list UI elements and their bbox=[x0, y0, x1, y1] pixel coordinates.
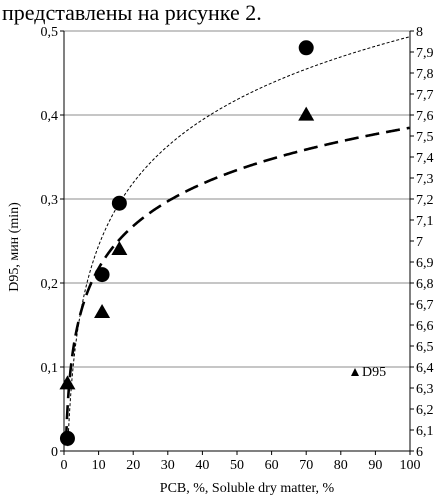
x-tick-label: 60 bbox=[265, 458, 279, 473]
left-tick-label: 0,3 bbox=[41, 193, 59, 208]
x-tick-label: 50 bbox=[230, 458, 244, 473]
y-axis-label: D95, мин (min) bbox=[7, 202, 22, 292]
triangle-point bbox=[59, 375, 76, 390]
left-tick-label: 0,1 bbox=[41, 361, 59, 376]
right-tick-label: 7 bbox=[416, 235, 423, 250]
right-axis-ticks: 6 6,1 6,2 6,3 6,4 6,5 6,6 6,7 6,8 6,9 7 7,1 7,2 7,3 7,… bbox=[410, 25, 434, 460]
legend-label: D95 bbox=[362, 365, 386, 380]
trendline-right-axis bbox=[67, 36, 410, 447]
triangle-point bbox=[94, 304, 111, 318]
right-tick-label: 6,1 bbox=[416, 424, 434, 439]
triangle-point bbox=[298, 106, 315, 121]
x-tick-label: 70 bbox=[299, 458, 313, 473]
x-tick-label: 100 bbox=[400, 458, 421, 473]
left-axis-ticks: 0 0,1 0,2 0,3 0,4 0,5 bbox=[41, 25, 64, 460]
x-tick-label: 30 bbox=[161, 458, 175, 473]
triangle-point bbox=[111, 241, 128, 255]
left-tick-label: 0 bbox=[51, 445, 58, 460]
right-tick-label: 6 bbox=[416, 445, 423, 460]
right-tick-label: 6,9 bbox=[416, 256, 434, 271]
x-tick-label: 80 bbox=[334, 458, 348, 473]
right-tick-label: 6,7 bbox=[416, 298, 434, 313]
right-tick-label: 7,3 bbox=[416, 172, 434, 187]
right-tick-label: 6,4 bbox=[416, 361, 434, 376]
right-tick-label: 7,2 bbox=[416, 193, 434, 208]
right-tick-label: 6,2 bbox=[416, 403, 434, 418]
grid-lines bbox=[64, 30, 410, 452]
circle-point bbox=[94, 267, 110, 283]
right-tick-label: 7,1 bbox=[416, 214, 434, 229]
x-tick-label: 20 bbox=[126, 458, 140, 473]
x-axis-ticks: 0 10 20 30 40 50 60 70 80 90 100 bbox=[61, 451, 421, 473]
right-tick-label: 7,8 bbox=[416, 67, 434, 82]
right-tick-label: 6,5 bbox=[416, 340, 434, 355]
left-tick-label: 0,5 bbox=[41, 25, 59, 40]
left-tick-label: 0,2 bbox=[41, 277, 59, 292]
right-tick-label: 8 bbox=[416, 25, 423, 40]
left-tick-label: 0,4 bbox=[41, 109, 59, 124]
circle-point bbox=[111, 195, 127, 211]
axes bbox=[63, 31, 411, 452]
right-tick-label: 6,3 bbox=[416, 382, 434, 397]
trendlines bbox=[64, 36, 410, 447]
data-points bbox=[59, 40, 315, 446]
right-tick-label: 7,4 bbox=[416, 151, 434, 166]
right-tick-label: 7,5 bbox=[416, 130, 434, 145]
x-tick-label: 90 bbox=[368, 458, 382, 473]
right-tick-label: 6,8 bbox=[416, 277, 434, 292]
right-tick-label: 6,6 bbox=[416, 319, 434, 334]
right-tick-label: 7,9 bbox=[416, 46, 434, 61]
x-tick-label: 0 bbox=[61, 458, 68, 473]
circle-point bbox=[298, 40, 314, 56]
circle-point bbox=[59, 430, 75, 446]
x-tick-label: 10 bbox=[92, 458, 106, 473]
right-tick-label: 7,7 bbox=[416, 88, 434, 103]
legend-triangle-marker bbox=[351, 368, 359, 376]
x-axis-label: PCB, %, Soluble dry matter, % bbox=[160, 481, 335, 496]
trendline-d95 bbox=[64, 126, 410, 441]
legend: D95 bbox=[351, 365, 386, 380]
x-tick-label: 40 bbox=[195, 458, 209, 473]
page-caption: представлены на рисунке 2. bbox=[2, 0, 262, 25]
right-tick-label: 7,6 bbox=[416, 109, 434, 124]
